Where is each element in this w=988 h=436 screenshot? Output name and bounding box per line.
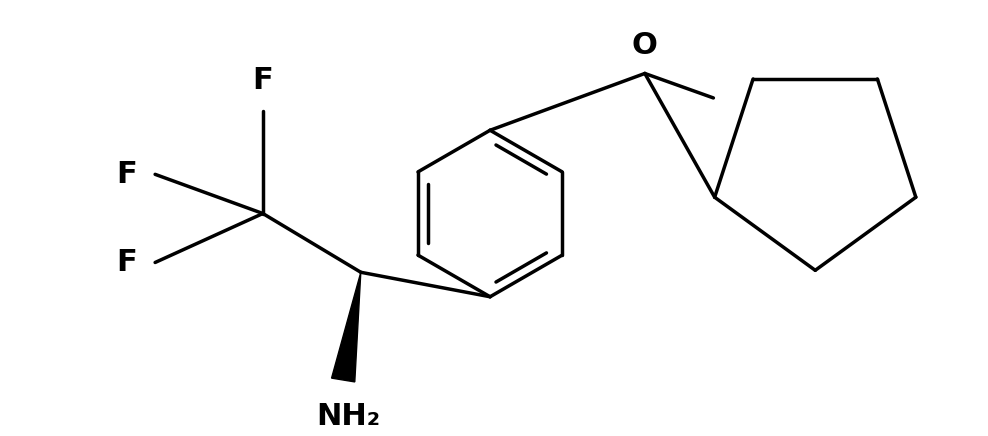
Text: O: O bbox=[632, 31, 658, 60]
Text: F: F bbox=[253, 66, 274, 95]
Text: F: F bbox=[117, 248, 137, 277]
Text: F: F bbox=[117, 160, 137, 189]
Polygon shape bbox=[332, 272, 361, 382]
Text: NH₂: NH₂ bbox=[316, 402, 380, 431]
